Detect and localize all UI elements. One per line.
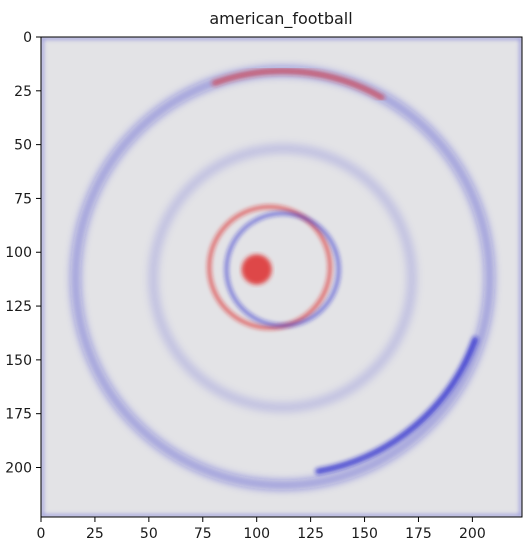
- y-tick-label: 100: [5, 245, 32, 261]
- heat-edge-artifact: [41, 37, 522, 517]
- heat-feature-arc: [211, 68, 385, 101]
- x-tick-label: 25: [86, 526, 104, 542]
- plot-background: [41, 37, 522, 517]
- x-tick-label: 175: [405, 526, 432, 542]
- x-tick-label: 200: [459, 526, 486, 542]
- heat-feature-ring: [224, 211, 341, 328]
- chart-title: american_football: [209, 9, 352, 29]
- heat-feature-arc: [315, 336, 479, 475]
- x-tick-label: 100: [243, 526, 270, 542]
- y-tick-label: 0: [23, 30, 32, 46]
- y-tick-label: 150: [5, 353, 32, 369]
- heatmap-layer: [41, 37, 522, 517]
- y-tick-label: 175: [5, 407, 32, 423]
- y-tick-label: 75: [14, 191, 32, 207]
- heat-feature-blob: [241, 254, 272, 285]
- y-tick-label: 200: [5, 460, 32, 476]
- plot-frame: [40, 36, 523, 518]
- heat-feature-arc: [148, 143, 417, 413]
- y-axis: 0 25 50 75 100 125 150 175 200: [5, 30, 41, 476]
- x-tick-label: 125: [297, 526, 324, 542]
- x-axis: 0 25 50 75 100 125 150 175 200: [37, 517, 486, 542]
- y-tick-label: 50: [14, 138, 32, 154]
- y-tick-label: 125: [5, 299, 32, 315]
- x-tick-label: 50: [140, 526, 158, 542]
- heat-feature-ring: [207, 205, 332, 330]
- x-tick-label: 150: [351, 526, 378, 542]
- x-tick-label: 0: [37, 526, 46, 542]
- x-tick-label: 75: [194, 526, 212, 542]
- y-tick-label: 25: [14, 84, 32, 100]
